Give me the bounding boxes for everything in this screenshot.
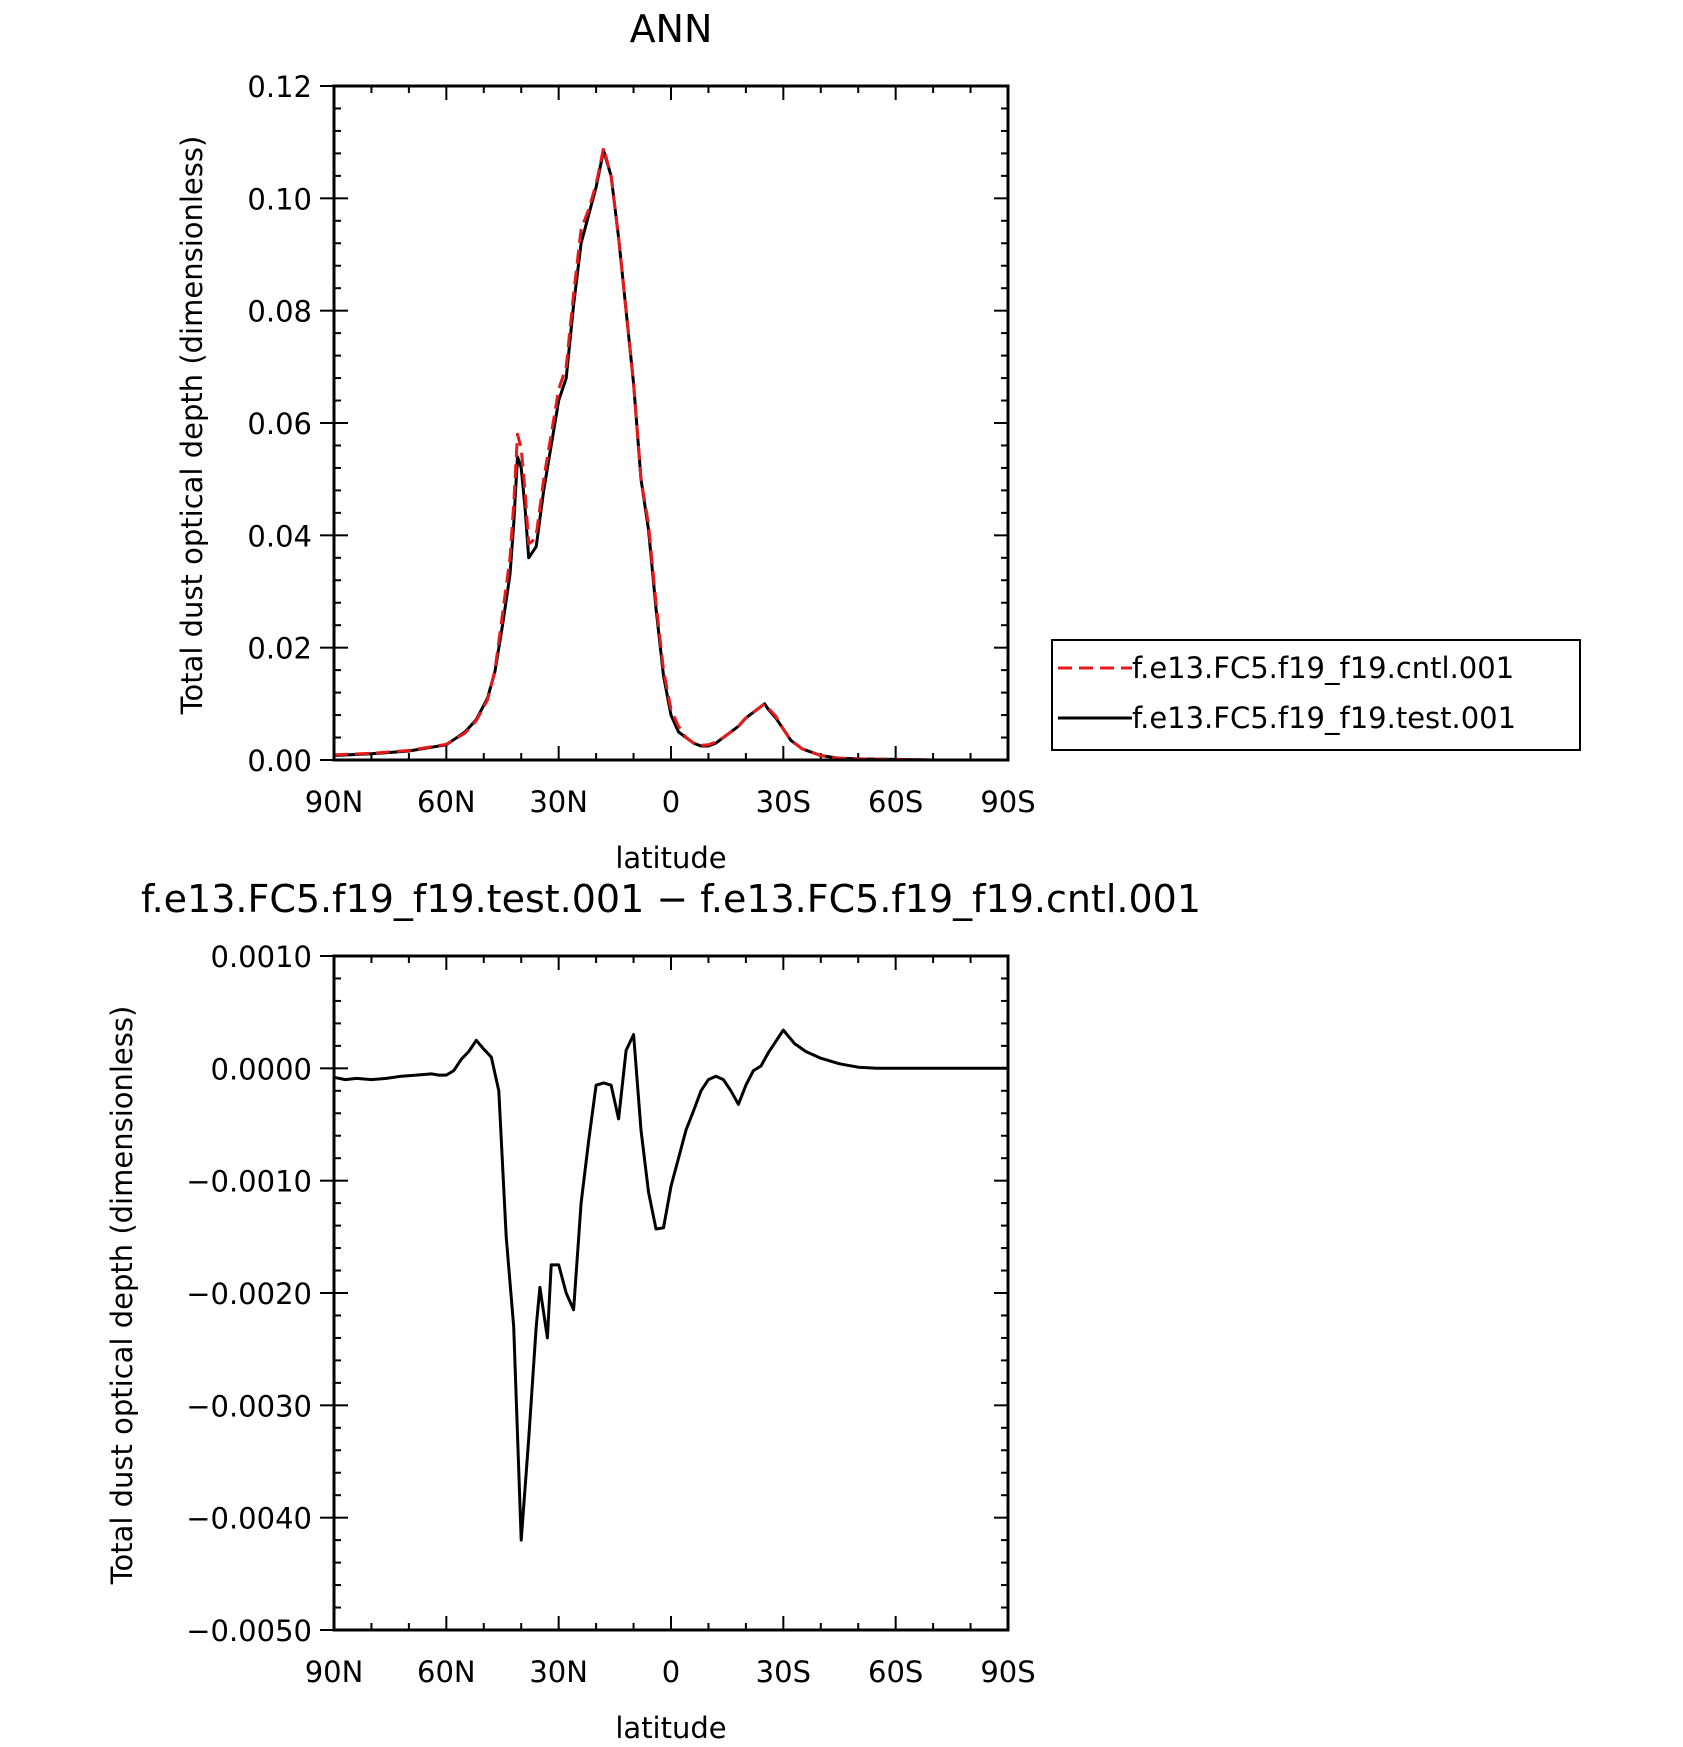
top-xtick-label: 90S — [980, 785, 1035, 819]
top-ytick-label: 0.10 — [247, 182, 312, 216]
legend-box — [1051, 639, 1581, 751]
bottom-tick-labels: 90N 60N 30N 0 30S 60S 90S 0.0010 0.0000 −0.0010 −0… — [186, 940, 1035, 1689]
top-ytick-label: 0.08 — [247, 295, 312, 329]
bottom-xtick-label: 60N — [417, 1655, 476, 1689]
bottom-ytick-label: −0.0020 — [186, 1277, 312, 1311]
top-y-axis-label: Total dust optical depth (dimensionless) — [175, 136, 209, 716]
top-ytick-label: 0.12 — [247, 70, 312, 104]
legend: f.e13.FC5.f19_f19.cntl.001 f.e13.FC5.f19… — [1051, 639, 1581, 751]
bottom-series-group — [333, 1028, 1008, 1542]
top-chart-title: ANN — [630, 7, 713, 51]
bottom-chart-title: f.e13.FC5.f19_f19.test.001 − f.e13.FC5.f… — [141, 877, 1201, 921]
bottom-ytick-label: −0.0010 — [186, 1165, 312, 1199]
top-ytick-label: 0.04 — [247, 519, 312, 553]
bottom-xtick-label: 30N — [529, 1655, 588, 1689]
bottom-plot-frame — [332, 954, 1010, 1632]
legend-label-test: f.e13.FC5.f19_f19.test.001 — [1132, 701, 1516, 735]
bottom-xtick-label: 60S — [868, 1655, 923, 1689]
top-xtick-label: 30S — [756, 785, 811, 819]
bottom-ytick-label: −0.0050 — [186, 1614, 312, 1648]
top-xtick-label: 90N — [305, 785, 364, 819]
bottom-xtick-label: 30S — [756, 1655, 811, 1689]
legend-label-cntl: f.e13.FC5.f19_f19.cntl.001 — [1132, 651, 1514, 685]
top-x-axis-label: latitude — [615, 841, 726, 875]
top-plot-frame — [332, 84, 1010, 762]
top-axis-ticks — [320, 85, 1009, 761]
top-ytick-label: 0.00 — [247, 744, 312, 778]
bottom-x-axis-label: latitude — [615, 1711, 726, 1745]
bottom-ytick-label: −0.0030 — [186, 1389, 312, 1423]
bottom-y-axis-label: Total dust optical depth (dimensionless) — [105, 1006, 139, 1586]
top-series-line-0 — [333, 146, 1008, 762]
bottom-ytick-label: 0.0000 — [211, 1052, 312, 1086]
top-xtick-label: 0 — [662, 785, 680, 819]
top-tick-labels: 90N 60N 30N 0 30S 60S 90S 0.00 0.02 0.04 0.06 0.08 0… — [247, 70, 1035, 819]
bottom-ytick-label: −0.0040 — [186, 1502, 312, 1536]
top-series-group — [333, 146, 1008, 762]
bottom-axis-ticks — [320, 955, 1009, 1631]
top-xtick-label: 60S — [868, 785, 923, 819]
bottom-xtick-label: 90S — [980, 1655, 1035, 1689]
top-panel: ANN Total dust optical depth (dimensionl… — [175, 7, 1036, 875]
top-xtick-label: 30N — [529, 785, 588, 819]
top-ytick-label: 0.06 — [247, 407, 312, 441]
bottom-series-line-0 — [333, 1028, 1008, 1542]
bottom-ytick-label: 0.0010 — [211, 940, 312, 974]
bottom-xtick-label: 90N — [305, 1655, 364, 1689]
top-ytick-label: 0.02 — [247, 632, 312, 666]
top-series-line-1 — [333, 149, 1008, 762]
bottom-xtick-label: 0 — [662, 1655, 680, 1689]
bottom-panel: f.e13.FC5.f19_f19.test.001 − f.e13.FC5.f… — [105, 877, 1201, 1745]
top-xtick-label: 60N — [417, 785, 476, 819]
